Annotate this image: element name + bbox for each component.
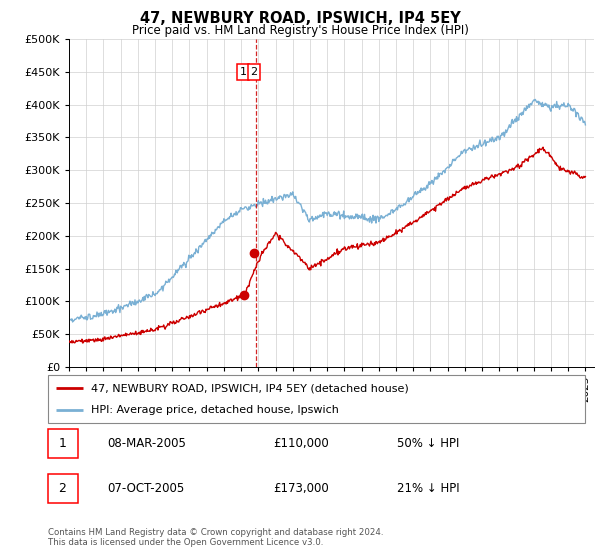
Text: Contains HM Land Registry data © Crown copyright and database right 2024.
This d: Contains HM Land Registry data © Crown c… (48, 528, 383, 547)
Text: 21% ↓ HPI: 21% ↓ HPI (397, 482, 460, 495)
Text: 47, NEWBURY ROAD, IPSWICH, IP4 5EY: 47, NEWBURY ROAD, IPSWICH, IP4 5EY (140, 11, 460, 26)
Text: 2: 2 (250, 67, 257, 77)
Text: 50% ↓ HPI: 50% ↓ HPI (397, 437, 460, 450)
Text: 1: 1 (239, 67, 247, 77)
Text: 08-MAR-2005: 08-MAR-2005 (107, 437, 186, 450)
FancyBboxPatch shape (48, 429, 77, 458)
Text: 1: 1 (59, 437, 67, 450)
Text: HPI: Average price, detached house, Ipswich: HPI: Average price, detached house, Ipsw… (91, 405, 339, 415)
Text: 47, NEWBURY ROAD, IPSWICH, IP4 5EY (detached house): 47, NEWBURY ROAD, IPSWICH, IP4 5EY (deta… (91, 383, 409, 393)
Text: 07-OCT-2005: 07-OCT-2005 (107, 482, 184, 495)
Text: £173,000: £173,000 (274, 482, 329, 495)
Text: 2: 2 (59, 482, 67, 495)
FancyBboxPatch shape (48, 474, 77, 503)
Text: Price paid vs. HM Land Registry's House Price Index (HPI): Price paid vs. HM Land Registry's House … (131, 24, 469, 36)
FancyBboxPatch shape (48, 375, 585, 423)
Text: £110,000: £110,000 (274, 437, 329, 450)
